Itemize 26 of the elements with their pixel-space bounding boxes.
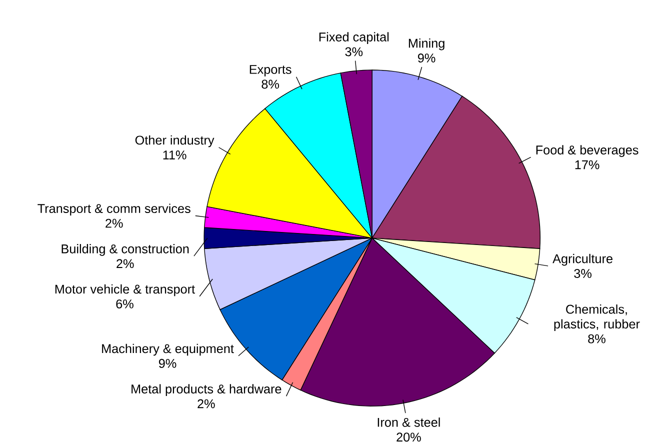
slice-label: Agriculture <box>552 254 612 266</box>
slice-label: Chemicals, plastics, rubber <box>554 304 640 332</box>
data-label: 9% <box>158 358 176 368</box>
slice-label: Building & construction <box>62 244 189 256</box>
slice-label: Other industry <box>135 135 214 148</box>
data-label: 6% <box>116 299 134 308</box>
slice-label: Iron & steel <box>378 418 440 427</box>
slice-label: Food & beverages <box>536 145 638 158</box>
slice-label: Machinery & equipment <box>102 344 234 356</box>
slice-label: Motor vehicle & transport <box>55 284 195 296</box>
data-label: 8% <box>262 80 280 89</box>
data-label: 2% <box>116 259 134 268</box>
slice-label: Transport & comm services <box>38 204 190 216</box>
data-label: 11% <box>163 150 186 160</box>
data-label: 20% <box>396 432 421 442</box>
data-label: 3% <box>574 269 592 278</box>
data-label: 8% <box>588 334 606 344</box>
data-label: 2% <box>106 218 123 228</box>
data-label: 3% <box>345 47 363 56</box>
data-label: 17% <box>575 160 600 170</box>
data-label: 9% <box>418 54 436 63</box>
data-label: 2% <box>198 399 215 408</box>
slice-label: Exports <box>250 65 292 76</box>
slice-label: Metal products & hardware <box>132 384 282 396</box>
slice-label: Fixed capital <box>319 32 389 44</box>
slice-label: Mining <box>408 38 444 50</box>
